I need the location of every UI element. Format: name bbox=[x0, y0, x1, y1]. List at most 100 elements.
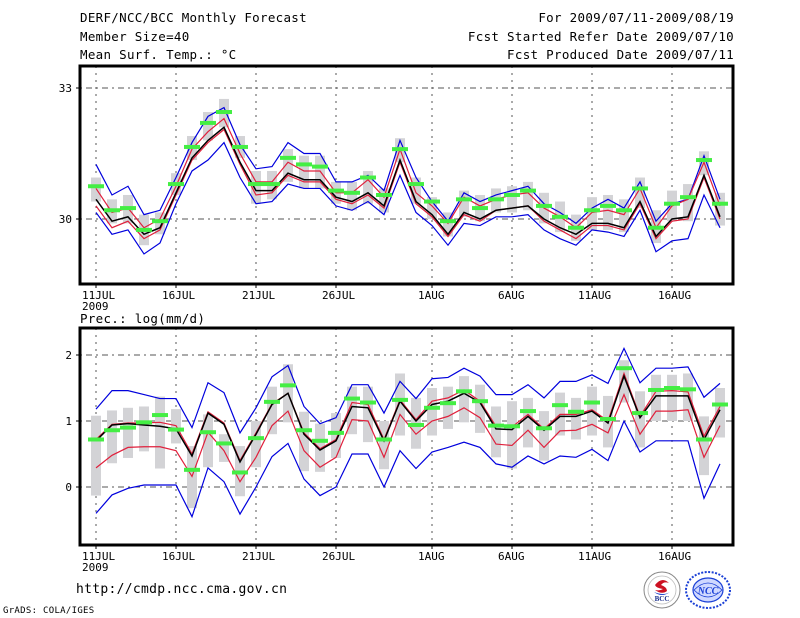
spread-box bbox=[523, 397, 533, 448]
observed-marker bbox=[568, 225, 584, 230]
outer-upper-line bbox=[95, 346, 721, 435]
variable-label: Mean Surf. Temp.: °C bbox=[80, 47, 237, 62]
spread-box bbox=[363, 170, 373, 204]
spread-box bbox=[603, 194, 613, 230]
spread-box bbox=[699, 416, 709, 476]
observed-marker bbox=[120, 206, 136, 211]
x-tick-label: 21JUL bbox=[242, 289, 275, 302]
observed-marker bbox=[648, 387, 664, 392]
observed-marker bbox=[616, 208, 632, 213]
spread-box bbox=[299, 411, 309, 472]
observed-marker bbox=[584, 400, 600, 405]
x-tick-label: 6AUG bbox=[498, 289, 525, 302]
x-tick-label: 11AUG bbox=[578, 289, 611, 302]
observed-marker bbox=[696, 158, 712, 163]
observed-marker bbox=[680, 195, 696, 200]
spread-box bbox=[331, 413, 341, 458]
spread-box bbox=[715, 388, 725, 438]
observed-marker bbox=[632, 411, 648, 416]
spread-box bbox=[203, 112, 213, 141]
observed-marker bbox=[344, 396, 360, 401]
precipitation-variable-label: Prec.: log(mm/d) bbox=[80, 311, 206, 326]
spread-box bbox=[443, 386, 453, 429]
spread-box bbox=[395, 373, 405, 436]
y-tick-label: 2 bbox=[65, 349, 72, 362]
spread-box bbox=[635, 391, 645, 448]
spread-box bbox=[203, 414, 213, 468]
y-tick-label: 0 bbox=[65, 481, 72, 494]
observed-marker bbox=[216, 110, 232, 115]
spread-box bbox=[91, 177, 101, 202]
spread-box bbox=[635, 177, 645, 209]
observed-marker bbox=[104, 208, 120, 213]
observed-marker bbox=[664, 201, 680, 206]
spread-box bbox=[507, 186, 517, 213]
spread-box bbox=[123, 407, 133, 458]
x-tick-label: 16AUG bbox=[658, 550, 691, 563]
source-url-link[interactable]: http://cmdp.ncc.cma.gov.cn bbox=[76, 582, 288, 597]
observed-marker bbox=[440, 401, 456, 406]
observed-marker bbox=[712, 402, 728, 407]
observed-marker bbox=[456, 389, 472, 394]
x-tick-label: 1AUG bbox=[418, 289, 445, 302]
spread-box bbox=[475, 384, 485, 433]
spread-box bbox=[379, 421, 389, 470]
spread-box bbox=[139, 406, 149, 452]
spread-box bbox=[267, 386, 277, 435]
observed-marker bbox=[520, 409, 536, 414]
spread-box bbox=[459, 190, 469, 217]
observed-marker bbox=[536, 426, 552, 431]
observed-marker bbox=[344, 190, 360, 195]
observed-marker bbox=[488, 423, 504, 428]
x-year-label: 2009 bbox=[82, 561, 109, 574]
bcc-logo-text: BCC bbox=[655, 595, 670, 603]
observed-marker bbox=[696, 437, 712, 442]
observed-marker bbox=[232, 144, 248, 149]
spread-box bbox=[459, 376, 469, 423]
observed-marker bbox=[680, 387, 696, 392]
spread-box bbox=[491, 406, 501, 458]
spread-box bbox=[651, 374, 661, 421]
observed-marker bbox=[120, 425, 136, 430]
observed-marker bbox=[520, 188, 536, 193]
spread-box bbox=[155, 396, 165, 469]
observed-marker bbox=[712, 201, 728, 206]
observed-marker bbox=[136, 227, 152, 232]
ensemble-mean-line bbox=[95, 373, 721, 464]
observed-marker bbox=[312, 438, 328, 443]
temperature-panel: 11JUL 16JUL 21JUL 26JUL 1AUG 6AUG 11AUG 16AUG 20… bbox=[59, 64, 735, 313]
y-tick-label: 33 bbox=[59, 82, 72, 95]
x-tick-label: 11AUG bbox=[578, 550, 611, 563]
observed-marker bbox=[552, 403, 568, 408]
spread-box bbox=[667, 374, 677, 421]
spread-box bbox=[587, 197, 597, 230]
spread-box bbox=[251, 421, 261, 468]
observed-marker bbox=[152, 413, 168, 418]
x-tick-label: 11JUL bbox=[82, 289, 115, 302]
observed-marker bbox=[392, 147, 408, 152]
observed-marker bbox=[264, 399, 280, 404]
observed-marker bbox=[296, 162, 312, 167]
observed-marker bbox=[312, 164, 328, 169]
spread-box bbox=[523, 181, 533, 211]
spread-box bbox=[507, 401, 517, 469]
observed-marker bbox=[168, 182, 184, 187]
observed-marker bbox=[136, 420, 152, 425]
spread-box bbox=[315, 423, 325, 472]
observed-marker bbox=[472, 399, 488, 404]
observed-marker bbox=[600, 203, 616, 208]
observed-marker bbox=[280, 383, 296, 388]
spread-box bbox=[443, 212, 453, 237]
observed-marker bbox=[536, 203, 552, 208]
spread-box bbox=[411, 177, 421, 204]
observed-marker bbox=[296, 428, 312, 433]
spread-box bbox=[571, 397, 581, 440]
observed-marker bbox=[376, 192, 392, 197]
ncc-logo-text: NCC bbox=[697, 586, 719, 597]
observed-marker bbox=[328, 430, 344, 435]
observed-marker bbox=[584, 208, 600, 213]
spread-box bbox=[539, 411, 549, 461]
observed-marker bbox=[376, 437, 392, 442]
spread-box bbox=[347, 181, 357, 211]
